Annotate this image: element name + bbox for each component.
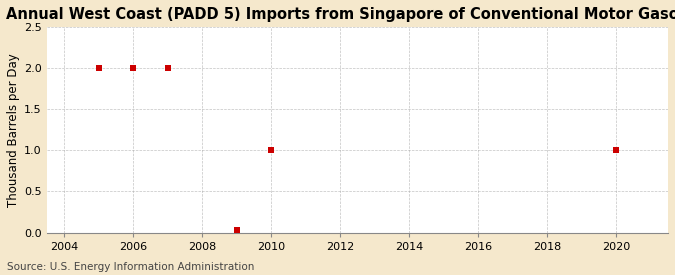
Point: [611, 148, 622, 153]
Point: [231, 228, 242, 232]
Y-axis label: Thousand Barrels per Day: Thousand Barrels per Day: [7, 53, 20, 207]
Point: [162, 66, 173, 70]
Point: [128, 66, 138, 70]
Title: Annual West Coast (PADD 5) Imports from Singapore of Conventional Motor Gasoline: Annual West Coast (PADD 5) Imports from …: [6, 7, 675, 22]
Point: [93, 66, 104, 70]
Point: [266, 148, 277, 153]
Text: Source: U.S. Energy Information Administration: Source: U.S. Energy Information Administ…: [7, 262, 254, 272]
